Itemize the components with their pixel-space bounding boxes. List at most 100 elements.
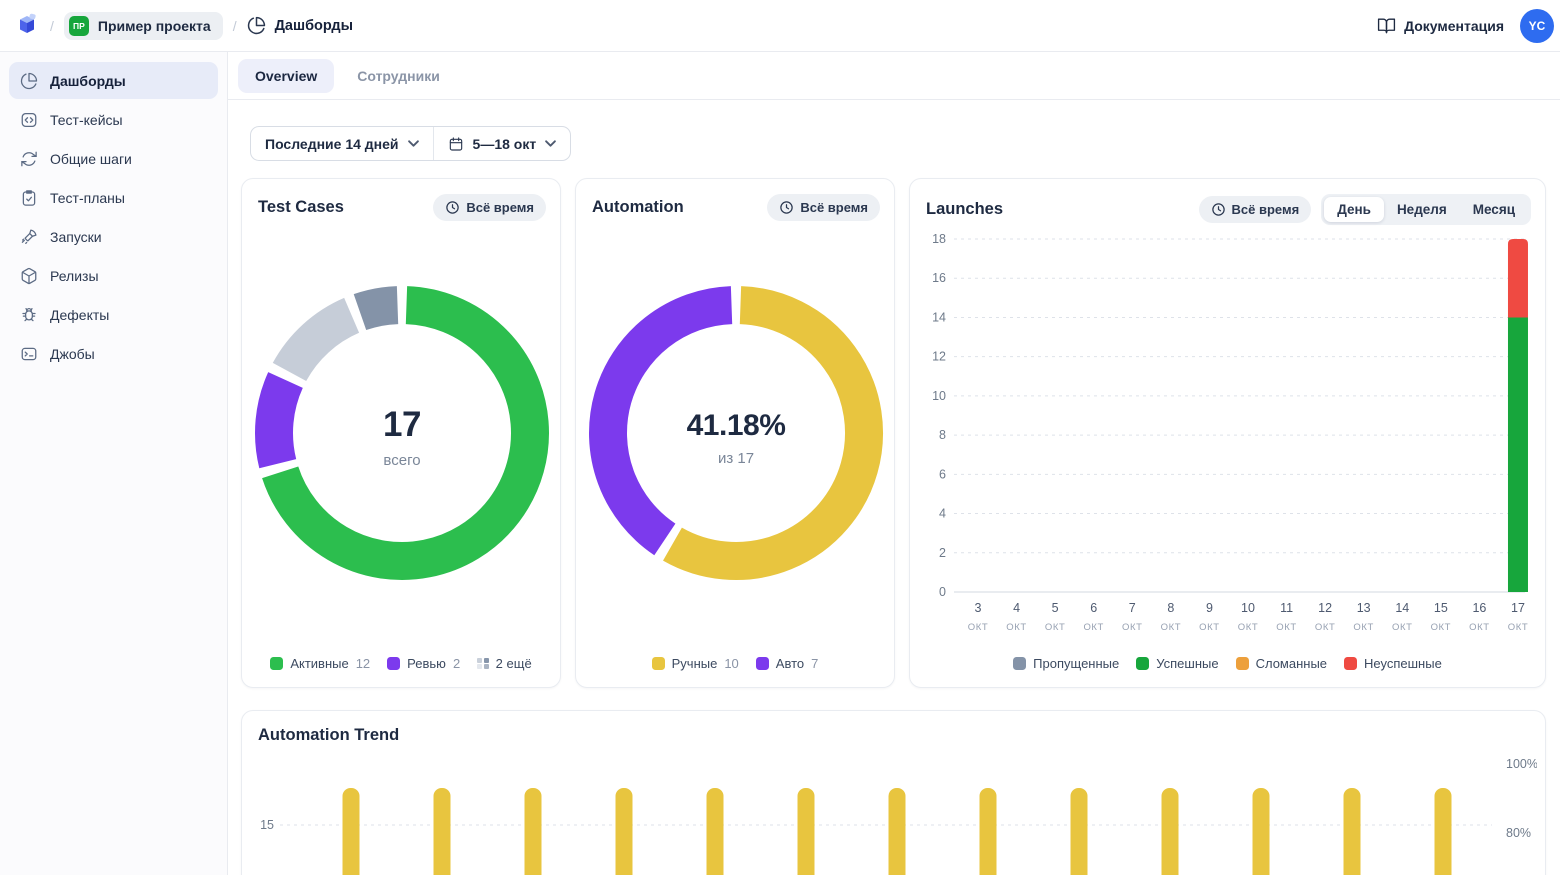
launches-card: Launches Всё время День Неделя Месяц 0 2 4…: [909, 178, 1546, 688]
legend-item-more[interactable]: 2 ещё: [477, 656, 532, 671]
legend-swatch: [1235, 657, 1249, 670]
legend-item-review[interactable]: Ревью 2: [387, 656, 460, 671]
period-week-button[interactable]: Неделя: [1396, 202, 1447, 217]
svg-text:17: 17: [1511, 601, 1525, 615]
calendar-icon: [449, 136, 462, 151]
launches-legend: Пропущенные Успешные Сломанные Неуспешны…: [910, 656, 1545, 671]
pie-chart-icon: [247, 16, 265, 35]
legend-item-auto[interactable]: Авто 7: [755, 656, 818, 671]
svg-text:ОКТ: ОКТ: [1276, 622, 1297, 633]
sidebar-item-jobs[interactable]: Джобы: [9, 335, 218, 372]
legend-item-active[interactable]: Активные 12: [270, 656, 370, 671]
card-title: Test Cases: [258, 198, 344, 216]
legend-swatch: [755, 657, 769, 670]
sidebar-item-test-cases[interactable]: Тест-кейсы: [9, 101, 218, 138]
svg-text:4: 4: [939, 507, 946, 521]
svg-text:ОКТ: ОКТ: [1431, 622, 1452, 633]
period-day-button[interactable]: День: [1324, 197, 1384, 222]
range-label: Последние 14 дней: [265, 135, 399, 152]
automation-trend-card: Automation Trend 15 100% 80%: [241, 710, 1546, 875]
sidebar-item-shared-steps[interactable]: Общие шаги: [9, 140, 218, 177]
clock-icon: [1211, 203, 1225, 216]
period-month-button[interactable]: Месяц: [1472, 202, 1515, 217]
app-logo-icon[interactable]: [14, 13, 40, 39]
card-title: Launches: [926, 200, 1004, 218]
clock-icon: [780, 201, 794, 214]
automation-caption: из 17: [717, 450, 755, 467]
legend-item-skipped[interactable]: Пропущенные: [1013, 656, 1119, 671]
legend-item-passed[interactable]: Успешные: [1136, 656, 1219, 671]
clipboard-check-icon: [22, 189, 36, 206]
rocket-icon: [21, 228, 37, 244]
pie-chart-icon: [20, 72, 38, 89]
svg-text:ОКТ: ОКТ: [1199, 622, 1220, 633]
legend-swatch: [1344, 657, 1358, 670]
svg-text:8: 8: [1167, 601, 1174, 615]
sidebar-item-label: Релизы: [50, 267, 99, 284]
user-avatar[interactable]: YC: [1520, 8, 1554, 43]
svg-text:15: 15: [260, 818, 274, 832]
svg-text:5: 5: [1052, 601, 1059, 615]
sidebar-item-label: Запуски: [50, 228, 102, 245]
legend-item-failed[interactable]: Неуспешные: [1344, 656, 1442, 671]
svg-text:ОКТ: ОКТ: [1469, 622, 1490, 633]
time-badge[interactable]: Всё время: [1198, 196, 1312, 223]
sidebar-item-launches[interactable]: Запуски: [9, 218, 218, 255]
legend-swatch: [387, 657, 401, 670]
svg-text:0: 0: [939, 585, 946, 599]
legend-item-broken[interactable]: Сломанные: [1235, 656, 1327, 671]
svg-text:ОКТ: ОКТ: [1508, 622, 1529, 633]
sidebar-item-defects[interactable]: Дефекты: [9, 296, 218, 333]
svg-text:18: 18: [932, 232, 946, 246]
documentation-button[interactable]: Документация: [1377, 16, 1504, 35]
sidebar-item-dashboards[interactable]: Дашборды: [9, 62, 218, 99]
breadcrumb-project[interactable]: ПР Пример проекта: [63, 11, 223, 40]
svg-text:10: 10: [932, 389, 946, 403]
automation-legend: Ручные 10 Авто 7: [576, 656, 894, 671]
sidebar-item-test-plans[interactable]: Тест-планы: [9, 179, 218, 216]
more-grid-icon: [477, 657, 489, 670]
automation-percent: 41.18%: [686, 409, 786, 442]
package-icon: [21, 267, 37, 284]
automation-card: Automation Всё время 41.18% из 17 Ручные…: [575, 178, 895, 688]
svg-text:3: 3: [975, 601, 982, 615]
test-cases-card: Test Cases Всё время 17 всего Активные 1…: [241, 178, 561, 688]
sidebar-item-releases[interactable]: Релизы: [9, 257, 218, 294]
breadcrumb-section[interactable]: Дашборды: [247, 16, 353, 35]
svg-text:100%: 100%: [1506, 757, 1537, 771]
test-cases-legend: Активные 12 Ревью 2 2 ещё: [242, 656, 560, 671]
svg-text:14: 14: [932, 310, 946, 324]
svg-text:8: 8: [939, 428, 946, 442]
svg-text:12: 12: [1318, 601, 1332, 615]
sidebar-item-label: Дефекты: [50, 306, 110, 323]
card-title: Automation Trend: [258, 726, 400, 744]
card-title: Automation: [592, 198, 684, 216]
sidebar-item-label: Общие шаги: [50, 150, 132, 167]
dashboard-tabs: Overview Сотрудники: [228, 52, 1560, 100]
svg-text:11: 11: [1280, 601, 1293, 615]
time-badge[interactable]: Всё время: [433, 194, 546, 221]
topbar: / ПР Пример проекта / Дашборды Документа…: [0, 0, 1560, 52]
svg-text:4: 4: [1013, 601, 1020, 615]
total-caption: всего: [383, 452, 421, 469]
donut-center: 17 всего: [242, 405, 560, 469]
svg-text:12: 12: [932, 350, 946, 364]
legend-item-manual[interactable]: Ручные 10: [651, 656, 739, 671]
cycle-arrows-icon: [21, 151, 37, 166]
book-icon: [1377, 18, 1396, 34]
date-filter-group: Последние 14 дней 5—18 окт: [250, 126, 572, 161]
breadcrumb-separator: /: [232, 17, 237, 34]
clock-icon: [446, 201, 460, 214]
terminal-icon: [21, 347, 37, 360]
period-segmented-control: День Неделя Месяц: [1321, 194, 1531, 225]
chevron-down-icon: [407, 140, 419, 147]
range-dropdown[interactable]: Последние 14 дней: [251, 127, 433, 160]
time-badge[interactable]: Всё время: [767, 194, 880, 221]
tab-overview[interactable]: Overview: [238, 58, 335, 93]
svg-text:ОКТ: ОКТ: [1122, 622, 1143, 633]
svg-text:2: 2: [939, 546, 946, 560]
legend-swatch: [270, 657, 284, 670]
tab-employees[interactable]: Сотрудники: [357, 67, 440, 84]
chevron-down-icon: [545, 140, 557, 147]
date-range-picker[interactable]: 5—18 окт: [432, 127, 571, 160]
